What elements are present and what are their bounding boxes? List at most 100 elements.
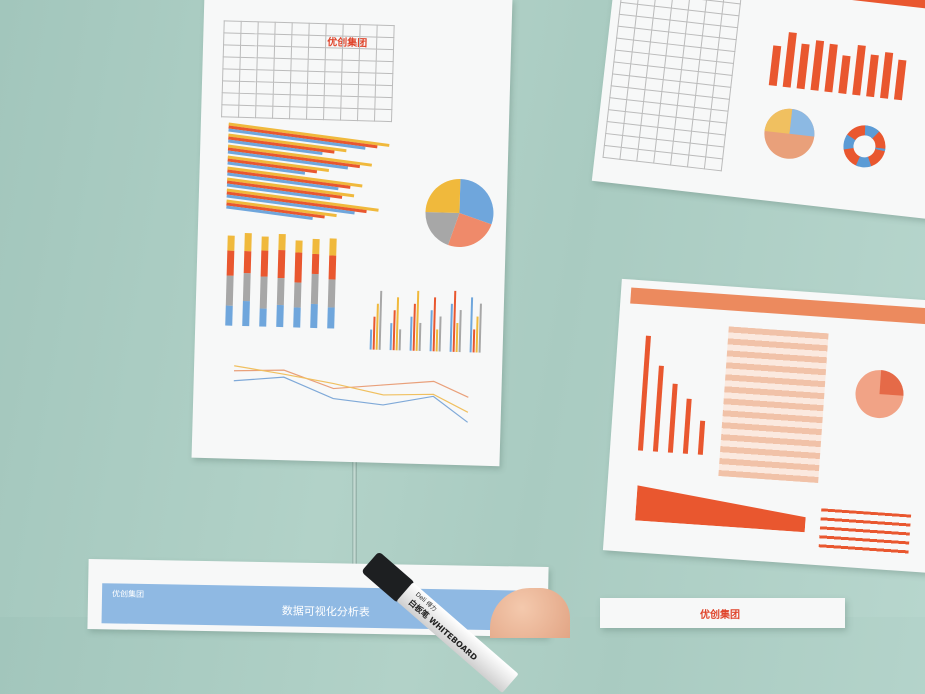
- bar: [653, 365, 664, 451]
- table-cell: [358, 85, 375, 97]
- bar-segment: [329, 238, 336, 255]
- table-cell: [308, 71, 325, 83]
- table-cell: [307, 95, 324, 107]
- table-cell: [273, 94, 290, 106]
- table-cell: [309, 23, 326, 35]
- bar: [668, 384, 678, 453]
- table-cell: [291, 71, 308, 83]
- table-cell: [325, 72, 342, 84]
- chart-sheet-bottom-right: 优创集团: [600, 598, 845, 628]
- table-cell: [326, 24, 343, 36]
- bar-segment: [311, 274, 319, 304]
- table-cell: [257, 58, 274, 70]
- table-cell: [222, 93, 239, 105]
- table-cell: [290, 107, 307, 119]
- table-cell: [342, 48, 359, 60]
- bar: [379, 291, 383, 350]
- table-cell: [222, 105, 239, 117]
- bar-segment: [259, 308, 266, 326]
- clustered-bar-chart: [370, 280, 492, 353]
- bar-segment: [276, 305, 284, 327]
- table-cell: [240, 45, 257, 57]
- table-cell: [375, 97, 392, 109]
- table-cell: [374, 109, 391, 121]
- table-cell: [359, 61, 376, 73]
- table-cell: [274, 46, 291, 58]
- bar: [419, 323, 422, 351]
- bar: [459, 310, 462, 352]
- bar: [852, 45, 866, 96]
- bar: [797, 44, 810, 90]
- table-cell: [341, 108, 358, 120]
- bar: [439, 316, 442, 351]
- bar-segment: [278, 250, 286, 278]
- table-cell: [275, 34, 292, 46]
- bar: [769, 45, 781, 86]
- horizontal-bar-chart: [226, 123, 398, 218]
- table-cell: [324, 84, 341, 96]
- table-cell: [292, 35, 309, 47]
- table-cell: [360, 37, 377, 49]
- bar-chart: [769, 21, 925, 103]
- bar: [810, 40, 824, 91]
- bar-segment: [293, 307, 301, 327]
- bar-segment: [243, 273, 251, 301]
- sheet-title: 数据可视化分析表: [282, 602, 370, 620]
- data-table: [221, 20, 395, 122]
- table-cell: [603, 145, 621, 159]
- table-cell: [240, 69, 257, 81]
- table-cell: [376, 49, 393, 61]
- bar-segment: [277, 278, 285, 305]
- table-cell: [704, 157, 722, 171]
- table-cell: [359, 49, 376, 61]
- stacked-bar-chart: [225, 231, 348, 329]
- chart-sheet-middle-right: [603, 279, 925, 573]
- table-cell: [377, 25, 394, 37]
- table-cell: [687, 155, 705, 169]
- bar: [880, 52, 893, 99]
- table-cell: [358, 97, 375, 109]
- table-cell: [654, 151, 672, 165]
- table-cell: [273, 82, 290, 94]
- table-cell: [239, 81, 256, 93]
- table-cell: [258, 34, 275, 46]
- table-cell: [275, 22, 292, 34]
- table-cell: [341, 84, 358, 96]
- bar-chart: [638, 331, 726, 456]
- table-cell: [274, 58, 291, 70]
- table-cell: [375, 73, 392, 85]
- bar-segment: [329, 255, 337, 279]
- chart-sheet-left: 优创集团: [192, 0, 513, 466]
- bar-segment: [294, 282, 302, 307]
- table-cell: [309, 35, 326, 47]
- table-cell: [223, 45, 240, 57]
- logo: 优创集团: [112, 588, 144, 600]
- header-band: [630, 287, 925, 325]
- table-cell: [341, 96, 358, 108]
- bar-segment: [227, 251, 235, 276]
- bar-segment: [261, 236, 268, 250]
- bar: [866, 54, 879, 97]
- table-cell: [224, 21, 241, 33]
- table-block: [718, 326, 828, 483]
- table-cell: [326, 36, 343, 48]
- pie-chart: [422, 176, 496, 250]
- table-cell: [307, 107, 324, 119]
- table-cell: [358, 109, 375, 121]
- table-cell: [257, 70, 274, 82]
- table-cell: [239, 105, 256, 117]
- bar-segment: [310, 304, 318, 328]
- bar-segment: [261, 250, 269, 276]
- table-cell: [308, 47, 325, 59]
- pie-chart: [761, 105, 819, 163]
- title-band: 优创集团 数据可视化分析表: [102, 583, 543, 631]
- table-cell: [258, 22, 275, 34]
- table-cell: [257, 46, 274, 58]
- bar-segment: [244, 251, 252, 273]
- line-series: [233, 366, 469, 413]
- bar: [399, 329, 402, 350]
- table-cell: [291, 59, 308, 71]
- bar: [824, 44, 837, 93]
- bar-segment: [294, 252, 302, 282]
- bar-segment: [242, 301, 250, 326]
